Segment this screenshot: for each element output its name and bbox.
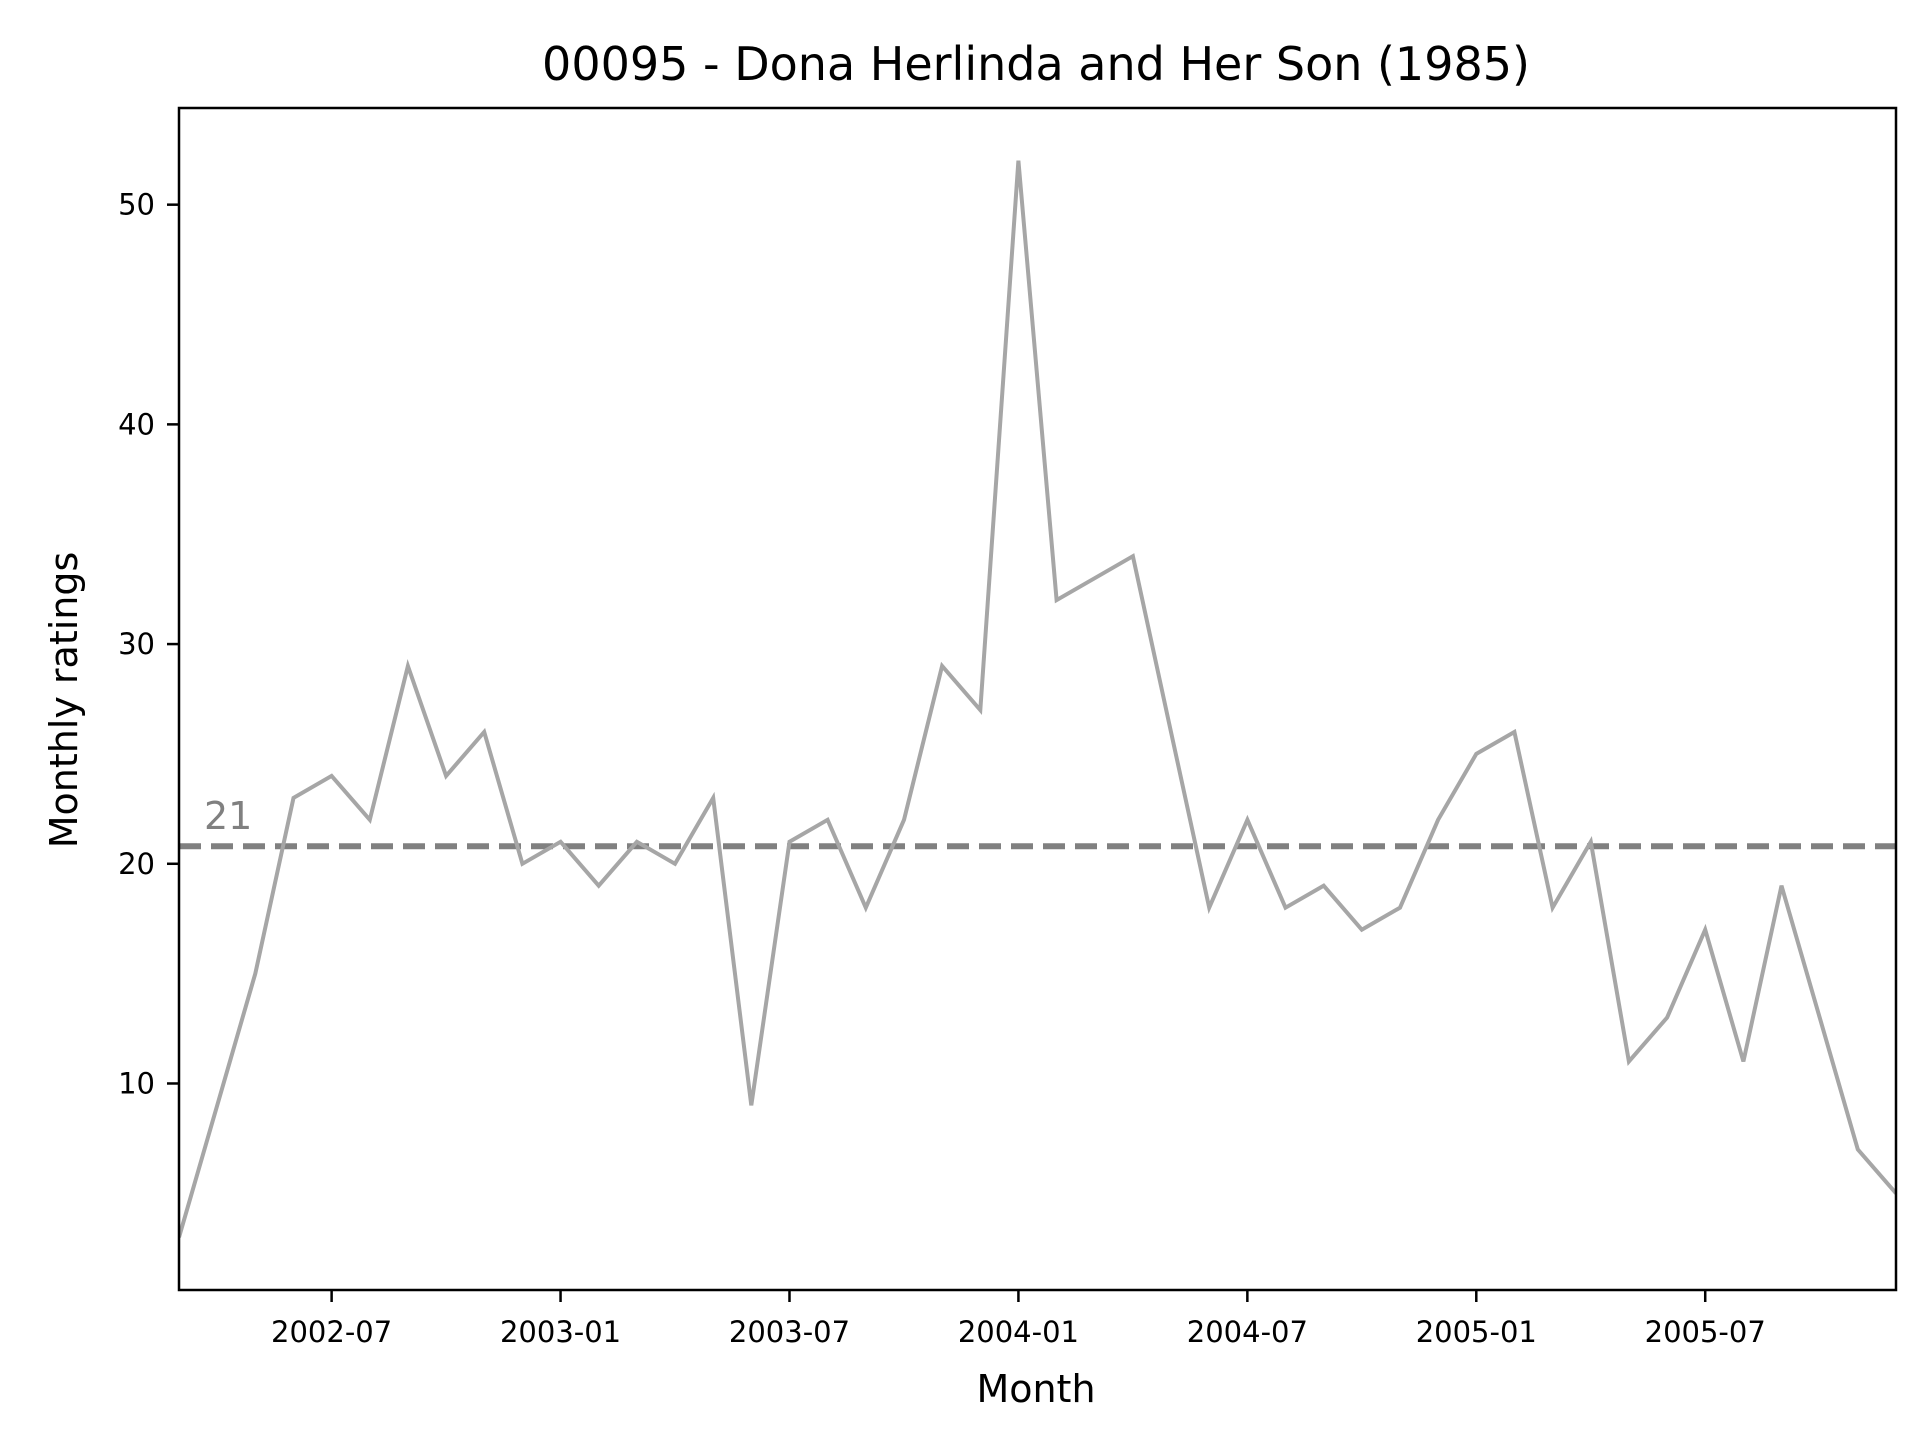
y-tick-label: 20 xyxy=(118,847,155,881)
x-tick-label: 2003-07 xyxy=(729,1315,850,1349)
y-tick-label: 10 xyxy=(118,1066,155,1100)
x-tick-label: 2005-01 xyxy=(1416,1315,1537,1349)
series-line-0 xyxy=(179,160,1896,1238)
x-tick-label: 2004-01 xyxy=(958,1315,1079,1349)
x-tick-label: 2005-07 xyxy=(1645,1315,1766,1349)
plot-frame xyxy=(177,106,1898,1292)
y-axis: 10 20 30 40 50 xyxy=(118,188,179,1100)
plot-area: 21 xyxy=(177,106,1898,1292)
y-tick-label: 40 xyxy=(118,407,155,441)
x-axis: 2002-07 2003-01 2003-07 2004-01 2004-07 2005-… xyxy=(271,1290,1766,1349)
chart-title: 00095 - Dona Herlinda and Her Son (1985) xyxy=(542,37,1530,91)
y-tick-label: 30 xyxy=(118,627,155,661)
x-tick-label: 2002-07 xyxy=(271,1315,392,1349)
y-tick-label: 50 xyxy=(118,188,155,222)
x-tick-label: 2003-01 xyxy=(500,1315,621,1349)
reference-line-label: 21 xyxy=(204,794,252,838)
y-axis-label: Monthly ratings xyxy=(42,552,86,849)
x-axis-label: Month xyxy=(976,1367,1095,1411)
x-tick-label: 2004-07 xyxy=(1187,1315,1308,1349)
